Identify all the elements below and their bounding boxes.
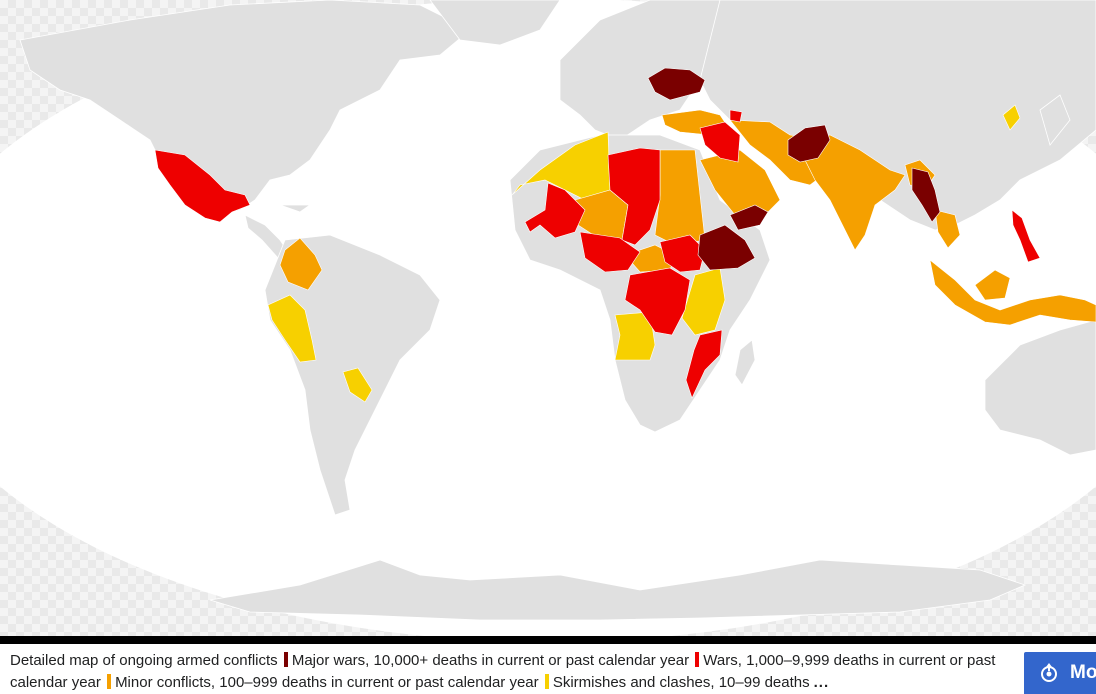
region-korea <box>1002 104 1021 131</box>
image-caption: Detailed map of ongoing armed conflicts … <box>10 650 1010 694</box>
caption-divider <box>0 636 1096 644</box>
minor-conflict-regions <box>279 109 1096 326</box>
greenland <box>429 0 561 46</box>
legend-label-wars: Wars, 1,000–9,999 deaths in current or p… <box>10 652 996 691</box>
region-ukraine <box>647 67 706 101</box>
skirmish-regions <box>267 104 1021 403</box>
madagascar <box>734 339 756 386</box>
region-drc <box>624 267 691 336</box>
north-america <box>19 0 471 216</box>
japan <box>1039 94 1071 146</box>
legend-swatch-minor-conflicts <box>107 674 112 689</box>
legend-label-skirmishes: Skirmishes and clashes, 10–99 deaths <box>552 674 810 691</box>
caribbean <box>279 204 312 213</box>
region-india <box>799 134 906 251</box>
legend-swatch-wars <box>695 652 700 667</box>
region-ethiopia <box>697 224 756 271</box>
wikimedia-commons-icon <box>1038 662 1060 684</box>
region-nigeria-cameroon <box>579 231 641 273</box>
region-sudan-south <box>659 234 706 273</box>
region-arabia <box>699 149 781 221</box>
region-indonesia <box>929 259 1096 326</box>
region-southeast-asia <box>934 209 961 249</box>
region-paraguay <box>342 367 373 403</box>
region-mozambique <box>685 329 723 399</box>
europe <box>559 0 731 141</box>
legend-label-minor-conflicts: Minor conflicts, 100–999 deaths in curre… <box>115 674 539 691</box>
region-syria-iraq <box>699 121 741 163</box>
legend-swatch-major-wars <box>283 652 288 667</box>
region-mexico <box>154 149 251 223</box>
region-afghanistan <box>787 124 831 163</box>
region-caucasus <box>729 109 743 123</box>
region-philippines <box>1011 209 1041 263</box>
region-myanmar <box>911 167 941 223</box>
antarctica <box>209 559 1027 621</box>
war-regions <box>154 109 1041 399</box>
region-yemen <box>729 204 769 231</box>
caption-intro: Detailed map of ongoing armed conflicts <box>10 652 278 669</box>
legend-label-major-wars: Major wars, 10,000+ deaths in current or… <box>291 652 690 669</box>
more-details-button[interactable]: Mo <box>1024 652 1096 694</box>
region-peru <box>267 294 317 363</box>
legend-swatch-skirmishes <box>544 674 549 689</box>
major-war-regions <box>647 67 941 271</box>
landmasses <box>19 0 1096 621</box>
region-colombia <box>279 237 323 291</box>
region-mali <box>524 182 586 239</box>
world-conflict-map <box>0 0 1096 636</box>
more-details-label: Mo <box>1070 662 1096 683</box>
region-niger-chad <box>607 147 661 246</box>
image-viewer <box>0 0 1096 636</box>
australia <box>984 319 1096 456</box>
region-borneo <box>974 269 1011 301</box>
caption-expand-ellipsis[interactable]: ... <box>813 674 830 691</box>
